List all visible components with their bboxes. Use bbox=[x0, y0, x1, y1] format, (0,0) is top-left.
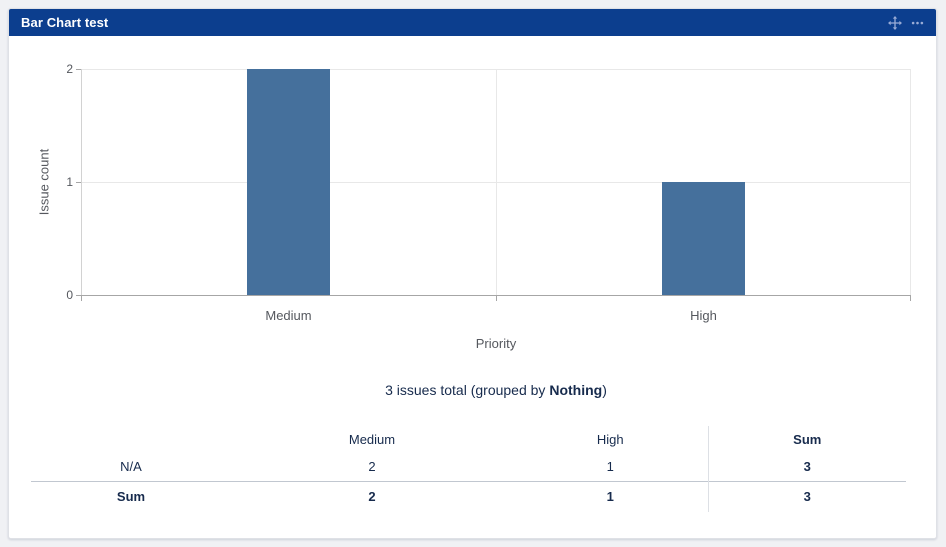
x-tick-mark bbox=[81, 296, 82, 301]
move-icon bbox=[888, 15, 902, 30]
y-axis-title: Issue count bbox=[36, 148, 52, 216]
y-tick-label-2: 2 bbox=[66, 62, 73, 76]
bar-chart-plot-area bbox=[76, 69, 911, 301]
x-axis-title: Priority bbox=[475, 336, 517, 351]
x-category-label-high: High bbox=[690, 308, 717, 323]
summary-suffix: ) bbox=[602, 382, 607, 398]
cell-sum: 3 bbox=[707, 452, 906, 481]
table-header-row: Medium High Sum bbox=[31, 426, 906, 452]
more-options-button[interactable] bbox=[906, 12, 928, 34]
move-gadget-button[interactable] bbox=[884, 12, 906, 34]
row-label: N/A bbox=[120, 458, 142, 474]
cell-high-sum: 1 bbox=[606, 489, 614, 505]
header-cell-high: High bbox=[596, 431, 624, 447]
totals-table: Medium High Sum N/A 2 1 3 Sum 2 1 3 bbox=[31, 426, 906, 512]
y-tick-mark bbox=[76, 69, 81, 70]
more-options-icon bbox=[910, 16, 925, 30]
y-tick-mark bbox=[76, 182, 81, 183]
table-row: N/A 2 1 3 bbox=[31, 452, 906, 481]
cell-high: 1 bbox=[606, 458, 614, 474]
gadget-card: Bar Chart test bbox=[8, 8, 937, 539]
summary-group-by: Nothing bbox=[549, 382, 603, 398]
row-label-sum: Sum bbox=[116, 489, 146, 505]
cell-medium-sum: 2 bbox=[368, 489, 376, 505]
x-tick-mark bbox=[910, 296, 911, 301]
gadget-title: Bar Chart test bbox=[21, 15, 109, 30]
bar-high[interactable] bbox=[662, 182, 745, 295]
gridline-x-mid bbox=[496, 69, 497, 295]
header-cell-sum: Sum bbox=[707, 426, 906, 452]
header-cell-empty bbox=[31, 426, 231, 452]
cell-medium: 2 bbox=[368, 458, 376, 474]
y-tick-label-0: 0 bbox=[66, 288, 73, 302]
x-axis-line bbox=[81, 295, 911, 296]
y-tick-label-1: 1 bbox=[66, 175, 73, 189]
y-axis-line bbox=[81, 69, 82, 296]
cell-sum-total: 3 bbox=[707, 481, 906, 512]
gridline-x-right bbox=[910, 69, 911, 295]
x-tick-mark bbox=[496, 296, 497, 301]
header-cell-medium: Medium bbox=[348, 431, 396, 447]
x-category-label-medium: Medium bbox=[265, 308, 312, 323]
summary-prefix: 3 issues total (grouped by bbox=[385, 382, 550, 398]
y-tick-mark bbox=[76, 295, 81, 296]
bar-medium[interactable] bbox=[247, 69, 330, 295]
table-row-sum: Sum 2 1 3 bbox=[31, 481, 906, 512]
issues-total-summary: 3 issues total (grouped by Nothing) bbox=[81, 382, 911, 398]
gadget-header: Bar Chart test bbox=[9, 9, 936, 36]
